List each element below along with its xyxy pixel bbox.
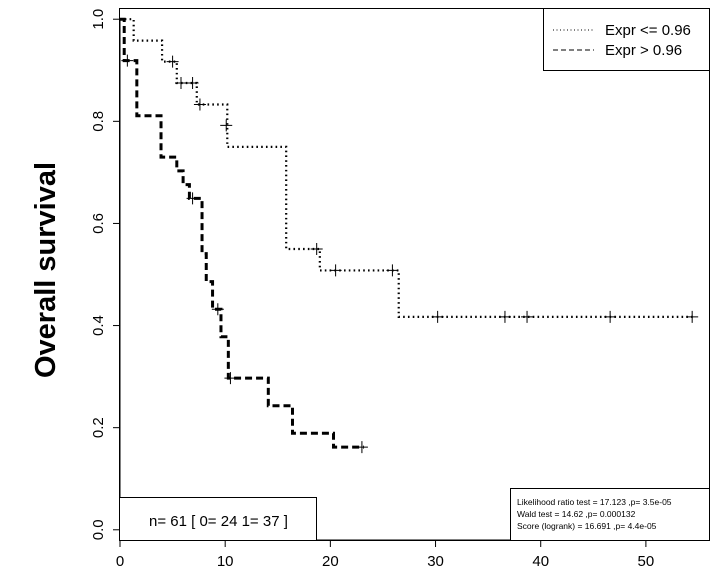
censor-mark bbox=[521, 310, 534, 323]
x-tick-label: 50 bbox=[638, 553, 655, 570]
series-line-expr-high bbox=[120, 17, 365, 449]
stat-likelihood-ratio: Likelihood ratio test = 17.123 ,p= 3.5e-… bbox=[517, 497, 672, 507]
censor-mark bbox=[175, 77, 188, 90]
x-tick-label: 40 bbox=[532, 553, 549, 570]
censor-mark bbox=[686, 310, 699, 323]
stat-logrank: Score (logrank) = 16.691 ,p= 4.4e-05 bbox=[517, 521, 657, 531]
censor-mark bbox=[310, 242, 323, 255]
y-axis: 0.0 0.2 0.4 0.6 0.8 1.0 bbox=[90, 9, 121, 540]
y-tick-label: 0.6 bbox=[90, 213, 107, 234]
n-summary-box bbox=[119, 497, 317, 541]
x-tick-label: 10 bbox=[217, 553, 234, 570]
series-group bbox=[120, 17, 699, 454]
censor-mark bbox=[211, 303, 224, 316]
x-tick-label: 0 bbox=[116, 553, 124, 570]
censor-mark bbox=[121, 54, 134, 67]
censor-mark bbox=[498, 310, 511, 323]
y-tick-label: 0.2 bbox=[90, 417, 107, 438]
legend-label-expr-low: Expr <= 0.96 bbox=[605, 22, 691, 39]
censor-mark bbox=[431, 310, 444, 323]
y-tick-label: 0.8 bbox=[90, 111, 107, 132]
x-tick-label: 20 bbox=[322, 553, 339, 570]
test-statistics-box bbox=[510, 488, 710, 541]
stat-wald: Wald test = 14.62 ,p= 0.000132 bbox=[517, 509, 636, 519]
y-tick-label: 0.0 bbox=[90, 519, 107, 540]
censor-mark bbox=[193, 98, 206, 111]
x-tick-label: 30 bbox=[427, 553, 444, 570]
n-summary-text: n= 61 [ 0= 24 1= 37 ] bbox=[149, 513, 288, 530]
censor-mark bbox=[186, 192, 199, 205]
x-axis: 0 10 20 30 40 50 bbox=[116, 539, 655, 570]
n-summary: n= 61 [ 0= 24 1= 37 ] bbox=[119, 497, 317, 541]
plot-frame bbox=[119, 8, 710, 541]
censor-mark bbox=[166, 55, 179, 68]
y-tick-label: 1.0 bbox=[90, 9, 107, 30]
legend-box bbox=[543, 8, 710, 71]
series-line-expr-low bbox=[120, 18, 694, 318]
legend: Expr <= 0.96 Expr > 0.96 bbox=[543, 8, 710, 71]
censor-mark bbox=[186, 77, 199, 90]
censor-mark bbox=[604, 310, 617, 323]
censor-mark bbox=[220, 119, 233, 132]
censor-mark bbox=[224, 372, 237, 385]
test-statistics: Likelihood ratio test = 17.123 ,p= 3.5e-… bbox=[510, 488, 710, 541]
legend-label-expr-high: Expr > 0.96 bbox=[605, 42, 682, 59]
censor-mark bbox=[355, 441, 368, 454]
censor-mark bbox=[329, 264, 342, 277]
censor-mark bbox=[386, 264, 399, 277]
y-axis-label: Overall survival bbox=[30, 162, 62, 378]
y-tick-label: 0.4 bbox=[90, 315, 107, 336]
